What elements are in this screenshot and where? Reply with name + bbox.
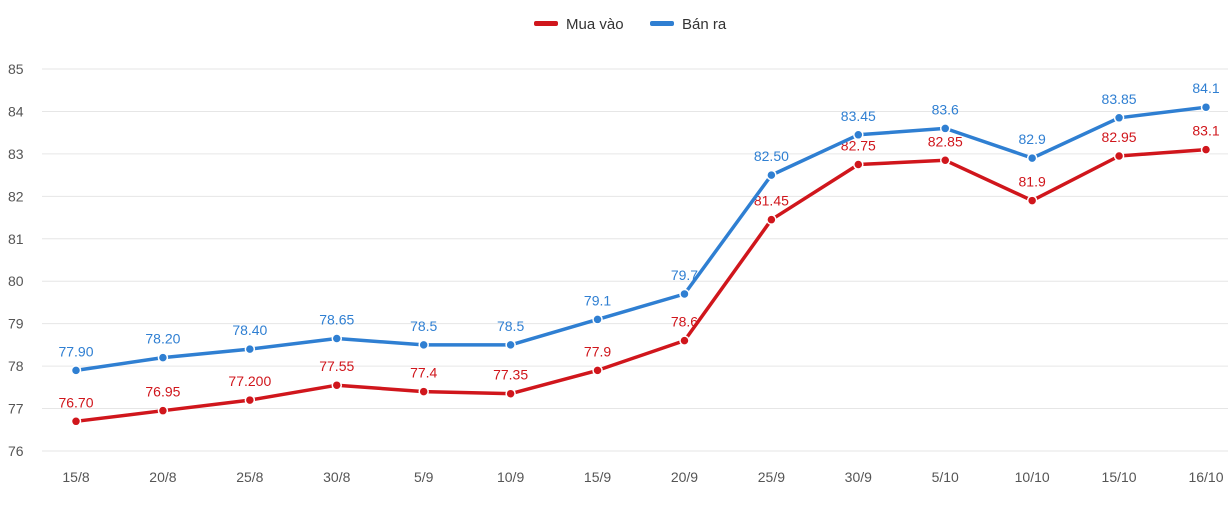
data-point-sell[interactable] (853, 129, 864, 141)
legend-label-buy: Mua vào (566, 16, 624, 33)
x-tick-label: 20/9 (671, 469, 698, 485)
x-tick-label: 5/9 (414, 469, 434, 485)
y-tick-label: 83 (8, 146, 24, 162)
x-tick-label: 25/9 (758, 469, 785, 485)
x-tick-label: 15/8 (62, 469, 89, 485)
data-label-sell: 82.9 (1019, 131, 1046, 147)
data-label-sell: 83.85 (1102, 91, 1137, 107)
data-point-sell[interactable] (679, 288, 690, 300)
data-point-buy[interactable] (331, 379, 343, 391)
data-label-buy: 77.9 (584, 343, 611, 359)
legend-label-sell: Bán ra (682, 16, 727, 33)
data-point-buy[interactable] (1113, 150, 1125, 162)
data-point-sell[interactable] (418, 339, 429, 351)
data-label-sell: 83.45 (841, 108, 876, 124)
series-group: 76.70 76.95 77.200 77.55 77.4 77.35 77.9 78.6 81… (58, 80, 1220, 427)
data-label-buy: 77.35 (493, 367, 528, 383)
x-tick-label: 15/9 (584, 469, 611, 485)
data-label-buy: 82.75 (841, 138, 876, 154)
data-label-sell: 78.40 (232, 322, 267, 338)
data-label-buy: 82.95 (1102, 129, 1137, 145)
x-tick-label: 10/9 (497, 469, 524, 485)
data-label-buy: 83.1 (1192, 123, 1219, 139)
data-label-buy: 78.6 (671, 314, 698, 330)
y-tick-label: 80 (8, 273, 24, 289)
data-point-sell[interactable] (331, 333, 343, 344)
data-label-sell: 78.5 (497, 318, 524, 334)
data-point-sell[interactable] (157, 352, 169, 363)
data-label-buy: 76.95 (145, 384, 180, 400)
x-tick-label: 16/10 (1188, 469, 1223, 485)
series-buy: 76.70 76.95 77.200 77.55 77.4 77.35 77.9 78.6 81… (58, 123, 1220, 427)
legend-swatch-buy (534, 21, 558, 26)
data-label-buy: 81.9 (1019, 174, 1046, 190)
data-label-buy: 82.85 (928, 133, 963, 149)
data-point-buy[interactable] (853, 159, 864, 170)
data-label-buy: 77.200 (228, 373, 271, 389)
x-tick-label: 30/8 (323, 469, 350, 485)
y-tick-label: 84 (8, 103, 24, 119)
y-tick-label: 85 (8, 61, 24, 77)
data-label-sell: 78.65 (319, 312, 354, 328)
data-point-buy[interactable] (1200, 144, 1212, 155)
data-label-sell: 77.90 (58, 343, 93, 359)
data-label-sell: 79.1 (584, 292, 611, 308)
series-sell: 77.90 78.20 78.40 78.65 78.5 78.5 79.1 79.7 82.5… (58, 80, 1220, 376)
y-tick-label: 78 (8, 358, 24, 374)
data-point-sell[interactable] (939, 123, 951, 134)
legend-item-buy[interactable]: Mua vào (534, 16, 624, 33)
data-point-sell[interactable] (592, 314, 603, 325)
data-label-buy: 77.4 (410, 365, 437, 381)
data-label-sell: 79.7 (671, 267, 698, 283)
data-label-buy: 77.55 (319, 358, 354, 374)
data-point-sell[interactable] (766, 169, 777, 181)
legend-swatch-sell (650, 21, 674, 26)
data-point-buy[interactable] (1026, 195, 1038, 206)
x-tick-label: 10/10 (1015, 469, 1050, 485)
grid (42, 68, 1228, 452)
y-tick-label: 79 (8, 316, 24, 332)
data-point-buy[interactable] (418, 386, 429, 397)
data-point-buy[interactable] (592, 365, 603, 376)
data-point-buy[interactable] (679, 335, 690, 346)
y-tick-label: 76 (8, 443, 24, 459)
data-point-buy[interactable] (70, 416, 82, 427)
data-label-sell: 83.6 (932, 101, 959, 117)
data-point-sell[interactable] (1200, 101, 1212, 113)
series-line-sell (74, 105, 1208, 373)
legend-item-sell[interactable]: Bán ra (650, 16, 727, 33)
x-tick-label: 30/9 (845, 469, 872, 485)
legend: Mua vào Bán ra (534, 16, 727, 33)
data-label-sell: 82.50 (754, 148, 789, 164)
x-axis: 15/8 20/8 25/8 30/8 5/9 10/9 15/9 20/9 25/9 30/9 5… (62, 469, 1223, 485)
y-tick-label: 82 (8, 188, 24, 204)
data-point-buy[interactable] (766, 214, 777, 225)
data-point-sell[interactable] (244, 343, 256, 355)
data-label-buy: 81.45 (754, 193, 789, 209)
data-label-sell: 78.20 (145, 331, 180, 347)
data-point-buy[interactable] (244, 394, 256, 406)
x-tick-label: 5/10 (932, 469, 959, 485)
data-point-sell[interactable] (1026, 152, 1038, 164)
data-label-buy: 76.70 (58, 394, 93, 410)
data-point-sell[interactable] (1113, 112, 1125, 124)
y-axis: 76 77 78 79 80 81 82 83 84 85 (8, 61, 24, 459)
x-tick-label: 15/10 (1102, 469, 1137, 485)
y-tick-label: 77 (8, 401, 24, 417)
data-point-buy[interactable] (939, 155, 951, 166)
x-tick-label: 20/8 (149, 469, 176, 485)
y-tick-label: 81 (8, 231, 24, 247)
data-point-buy[interactable] (157, 405, 169, 416)
data-point-buy[interactable] (505, 388, 516, 399)
data-label-sell: 78.5 (410, 318, 437, 334)
series-line-buy (74, 147, 1208, 424)
x-tick-label: 25/8 (236, 469, 263, 485)
data-label-sell: 84.1 (1192, 80, 1219, 96)
data-point-sell[interactable] (505, 339, 516, 351)
data-point-sell[interactable] (70, 365, 82, 376)
